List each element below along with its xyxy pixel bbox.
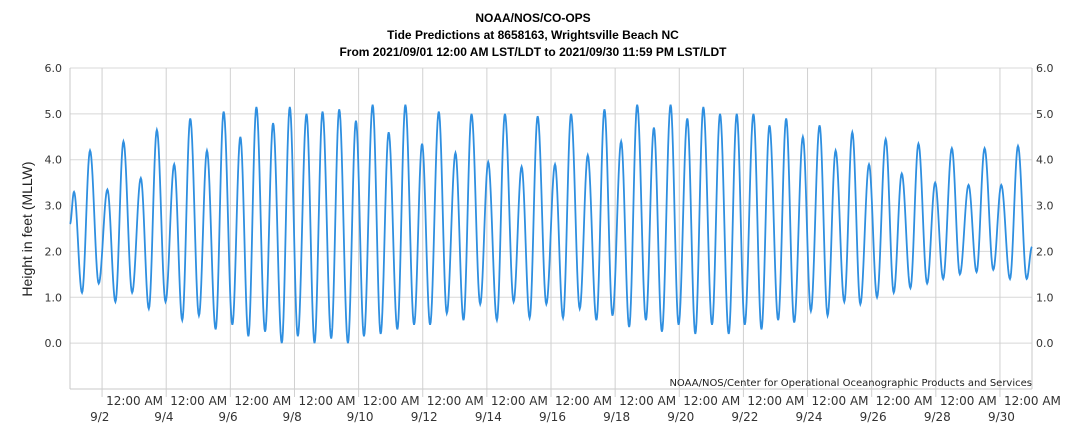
y-tick-label: 1.0 [45, 291, 63, 304]
y-tick-label-right: 0.0 [1036, 337, 1054, 350]
x-tick-time: 12:00 AM [683, 394, 740, 408]
x-tick-date: 9/22 [731, 410, 758, 424]
x-axis: 12:00 AM 9/2 12:00 AM 9/4 12:00 AM 9/6 12:00 A… [90, 394, 1061, 424]
x-tick-date: 9/2 [90, 410, 109, 424]
x-tick-time: 12:00 AM [1004, 394, 1061, 408]
x-tick-date: 9/18 [603, 410, 630, 424]
y-tick-label: 0.0 [45, 337, 63, 350]
x-tick-date: 9/12 [411, 410, 438, 424]
y-tick-label-right: 2.0 [1036, 245, 1054, 258]
y-axis-left: 6.0 5.0 4.0 3.0 2.0 1.0 0.0 [45, 62, 63, 350]
y-tick-label: 5.0 [45, 108, 63, 121]
x-tick-time: 12:00 AM [747, 394, 804, 408]
y-axis-label: Height in feet (MLLW) [19, 161, 35, 296]
y-tick-label-right: 5.0 [1036, 108, 1054, 121]
chart-title: NOAA/NOS/CO-OPS [475, 11, 591, 25]
y-tick-label-right: 6.0 [1036, 62, 1054, 75]
x-tick-time: 12:00 AM [170, 394, 227, 408]
x-tick-time: 12:00 AM [876, 394, 933, 408]
x-tick-time: 12:00 AM [234, 394, 291, 408]
x-tick-time: 12:00 AM [298, 394, 355, 408]
x-tick-time: 12:00 AM [363, 394, 420, 408]
chart-titles: NOAA/NOS/CO-OPS Tide Predictions at 8658… [0, 10, 1066, 61]
x-tick-date: 9/20 [667, 410, 694, 424]
y-tick-label-right: 4.0 [1036, 154, 1054, 167]
x-tick-date: 9/4 [154, 410, 173, 424]
x-tick-time: 12:00 AM [106, 394, 163, 408]
x-tick-time: 12:00 AM [940, 394, 997, 408]
x-tick-date: 9/26 [860, 410, 887, 424]
x-tick-date: 9/14 [475, 410, 502, 424]
x-tick-time: 12:00 AM [427, 394, 484, 408]
chart-credit: NOAA/NOS/Center for Operational Oceanogr… [669, 378, 1032, 389]
chart-subtitle: Tide Predictions at 8658163, Wrightsvill… [387, 28, 679, 42]
x-tick-date: 9/16 [539, 410, 566, 424]
y-tick-label: 2.0 [45, 245, 63, 258]
y-tick-label: 3.0 [45, 200, 63, 213]
y-tick-label-right: 1.0 [1036, 291, 1054, 304]
y-tick-label: 4.0 [45, 154, 63, 167]
x-tick-time: 12:00 AM [812, 394, 869, 408]
y-tick-label: 6.0 [45, 62, 63, 75]
chart-subtitle-range: From 2021/09/01 12:00 AM LST/LDT to 2021… [339, 45, 727, 59]
x-tick-date: 9/30 [988, 410, 1015, 424]
x-tick-date: 9/28 [924, 410, 951, 424]
x-tick-time: 12:00 AM [491, 394, 548, 408]
x-tick-time: 12:00 AM [619, 394, 676, 408]
y-tick-label-right: 3.0 [1036, 200, 1054, 213]
x-tick-date: 9/8 [282, 410, 301, 424]
x-tick-time: 12:00 AM [555, 394, 612, 408]
x-tick-date: 9/10 [347, 410, 374, 424]
tide-prediction-line [69, 104, 1033, 344]
x-tick-date: 9/24 [796, 410, 823, 424]
y-axis-right: 6.0 5.0 4.0 3.0 2.0 1.0 0.0 [1036, 62, 1054, 350]
x-tick-date: 9/6 [218, 410, 237, 424]
